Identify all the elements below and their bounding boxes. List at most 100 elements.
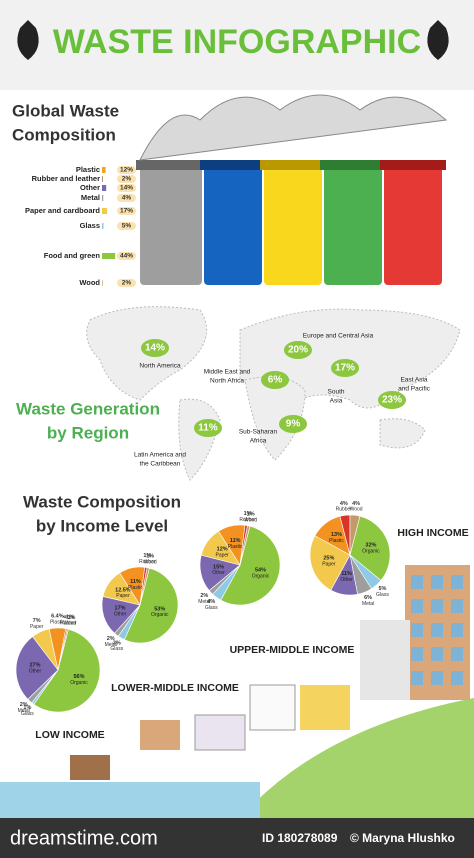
scene-shape (140, 720, 180, 750)
window (451, 599, 463, 613)
section-title: Waste Composition (23, 492, 181, 511)
window (431, 599, 443, 613)
bins (136, 94, 448, 285)
slice-label: 17% (115, 606, 126, 612)
slice-name: Organic (151, 612, 169, 618)
footer-band (0, 818, 474, 858)
region-name: North America (139, 363, 181, 370)
slice-name: Wood (63, 621, 76, 627)
window (431, 671, 443, 685)
slice-name: Rubber (139, 559, 156, 565)
slice-label: 11% (130, 579, 141, 585)
window (431, 647, 443, 661)
item-pill (117, 252, 136, 260)
slice-label: 1% (244, 511, 252, 517)
item-label: 14% (120, 185, 133, 192)
window (411, 575, 423, 589)
region-label: 17% (335, 363, 355, 374)
slice-label: 53% (154, 606, 165, 612)
slice-label: 2% (200, 593, 208, 599)
slice-label: 2% (20, 702, 28, 708)
region-label: 23% (382, 395, 402, 406)
slice-label: 7% (33, 618, 41, 624)
footer-author: © Maryna Hlushko (350, 831, 455, 845)
slice-name: Other (29, 669, 42, 675)
region-label: 6% (268, 375, 283, 386)
region-name: and Pacific (398, 386, 431, 393)
pie-slice (349, 515, 391, 581)
scene-shape (240, 698, 474, 818)
pie-slice (220, 525, 281, 606)
window (431, 575, 443, 589)
pie-slice (239, 525, 251, 566)
window (451, 623, 463, 637)
item-bar (102, 176, 103, 182)
item-label: 2% (122, 176, 132, 183)
slice-name: Wood (244, 517, 257, 523)
header-band (0, 0, 474, 90)
section-title: Global Waste (12, 101, 119, 120)
region-name: Europe and Central Asia (303, 333, 374, 340)
item-name: Metal (81, 193, 100, 202)
scene-shape (360, 620, 410, 700)
slice-label: 11% (341, 571, 352, 577)
region-bubble (378, 391, 406, 409)
footer-id: ID 180278089 (262, 831, 338, 845)
slice-label: 6% (364, 595, 372, 601)
item-pill (117, 166, 136, 174)
slice-label: 4% (340, 501, 348, 507)
item-name: Wood (79, 278, 100, 287)
slice-name: Metal (362, 601, 374, 607)
section-title: Waste Generation (16, 399, 160, 418)
income-label: HIGH INCOME (397, 527, 468, 539)
region-label: 9% (286, 419, 301, 430)
item-name: Other (80, 183, 100, 192)
region-label: 11% (198, 423, 218, 434)
pie-slice (15, 636, 59, 700)
slice-label: 12.5% (115, 587, 131, 593)
window (411, 647, 423, 661)
slice-label: 4% (207, 599, 215, 605)
window (431, 623, 443, 637)
region-name: the Caribbean (140, 461, 181, 468)
slice-name: Plastic (329, 538, 344, 544)
pie-slice (349, 514, 361, 556)
window (451, 575, 463, 589)
slice-name: Paper (322, 561, 336, 567)
item-name: Glass (80, 221, 100, 230)
pie-slice (139, 567, 150, 606)
item-bar (102, 223, 104, 229)
slice-name: Organic (362, 549, 380, 555)
window (451, 671, 463, 685)
slice-label: 2% (107, 636, 115, 642)
footer-site: dreamstime.com (10, 827, 158, 849)
slice-label: 5% (378, 586, 386, 592)
slice-label: 1% (23, 705, 31, 711)
item-bar (102, 253, 116, 259)
slice-name: Rubber (60, 620, 77, 626)
region-name: Latin America and (134, 452, 186, 459)
item-name: Rubber and leather (32, 174, 100, 183)
region-name: Sub-Saharan (239, 429, 278, 436)
slice-name: Rubber (336, 507, 353, 513)
slice-label: 54% (255, 568, 266, 574)
pie-slice (309, 535, 351, 591)
slice-label: 15% (213, 564, 224, 570)
world-map (86, 306, 461, 481)
scene-shape (300, 685, 350, 730)
slice-label: 13% (331, 532, 342, 538)
slice-name: Metal (198, 599, 210, 605)
slice-label: 11% (230, 538, 241, 544)
slice-name: Metal (18, 708, 30, 714)
item-label: 2% (122, 280, 132, 287)
region-name: North Africa (210, 378, 244, 385)
section-title: by Region (47, 423, 129, 442)
scene-shape (249, 684, 296, 731)
region-name: Asia (330, 398, 343, 405)
slice-label: 25% (323, 556, 334, 562)
item-bar (102, 208, 108, 214)
slice-name: Other (340, 577, 353, 583)
item-bar (102, 167, 106, 173)
section-title: Composition (12, 125, 116, 144)
